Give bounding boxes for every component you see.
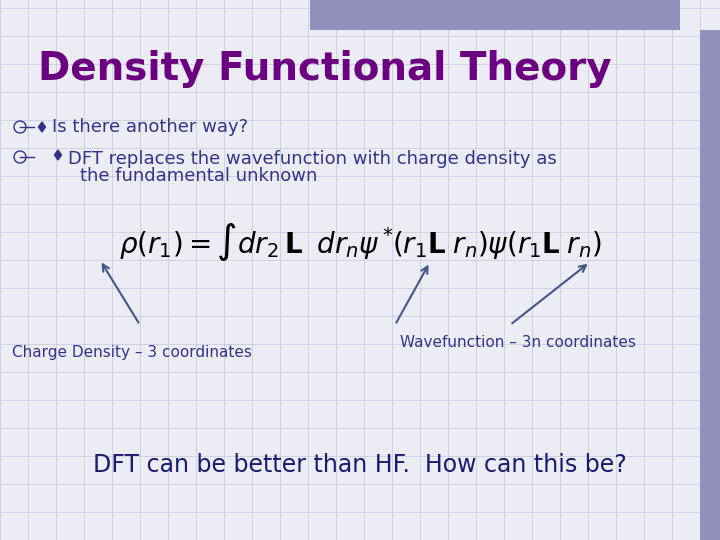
Bar xyxy=(310,0,680,30)
Text: Wavefunction – 3n coordinates: Wavefunction – 3n coordinates xyxy=(400,335,636,350)
Bar xyxy=(700,30,720,540)
Text: $\rho\left(r_1\right)=\int dr_2\,\mathbf{L}\;\;dr_n\psi^*\!\left(r_1\mathbf{L}\;: $\rho\left(r_1\right)=\int dr_2\,\mathbf… xyxy=(119,221,601,263)
Text: Charge Density – 3 coordinates: Charge Density – 3 coordinates xyxy=(12,345,252,360)
Text: DFT replaces the wavefunction with charge density as: DFT replaces the wavefunction with charg… xyxy=(68,150,557,168)
Polygon shape xyxy=(38,122,45,132)
Text: Density Functional Theory: Density Functional Theory xyxy=(38,50,611,88)
Text: the fundamental unknown: the fundamental unknown xyxy=(80,167,318,185)
Polygon shape xyxy=(55,150,61,160)
Text: DFT can be better than HF.  How can this be?: DFT can be better than HF. How can this … xyxy=(93,453,627,477)
Text: Is there another way?: Is there another way? xyxy=(52,118,248,136)
